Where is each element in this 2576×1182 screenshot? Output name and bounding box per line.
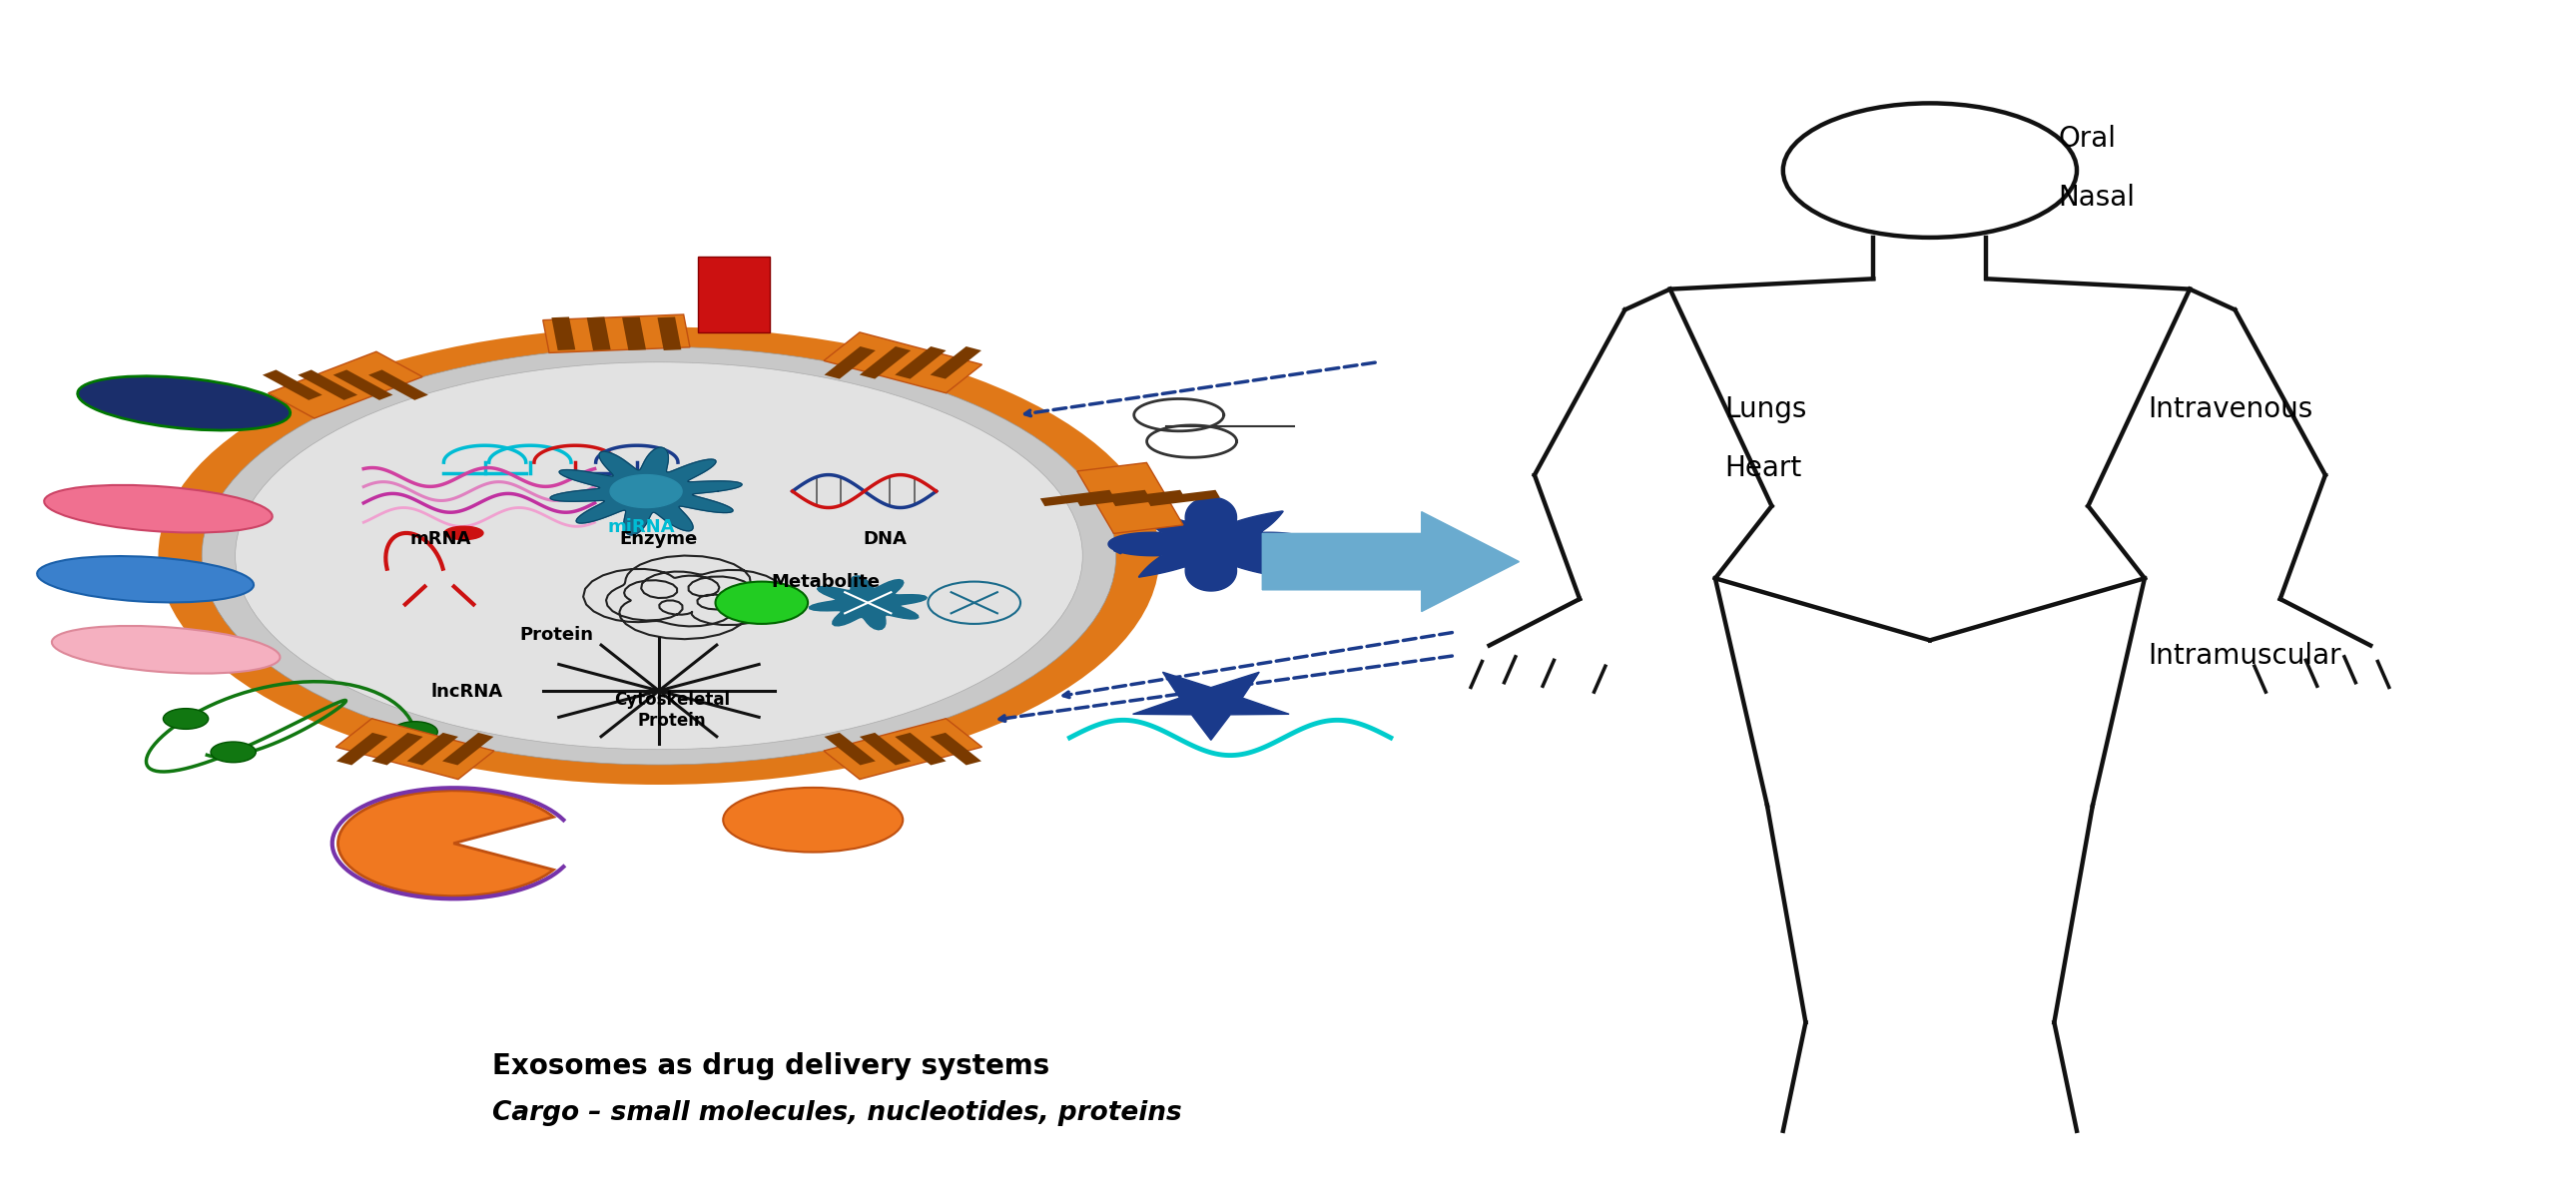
Ellipse shape <box>36 556 252 603</box>
Bar <box>551 317 574 350</box>
Bar <box>894 346 945 379</box>
Ellipse shape <box>44 485 273 533</box>
Wedge shape <box>337 791 554 896</box>
Text: Protein: Protein <box>520 626 592 644</box>
Bar <box>587 317 611 350</box>
Bar <box>824 332 981 394</box>
FancyArrow shape <box>1262 512 1520 611</box>
Bar <box>1077 489 1149 506</box>
Polygon shape <box>809 576 927 630</box>
Text: Cytoskeletal
Protein: Cytoskeletal Protein <box>613 690 729 729</box>
Bar <box>335 719 495 779</box>
Circle shape <box>211 742 255 762</box>
Bar <box>544 314 690 352</box>
Text: Metabolite: Metabolite <box>770 573 881 591</box>
Circle shape <box>162 708 209 729</box>
Text: Oral: Oral <box>2058 125 2117 154</box>
Ellipse shape <box>724 787 902 852</box>
Text: miRNA: miRNA <box>608 518 675 537</box>
Text: lncRNA: lncRNA <box>430 682 502 701</box>
Bar <box>332 370 394 401</box>
Bar <box>930 733 981 765</box>
Text: DNA: DNA <box>863 530 907 548</box>
Bar <box>860 346 912 379</box>
Bar <box>824 733 876 765</box>
Circle shape <box>201 346 1115 765</box>
Polygon shape <box>611 475 683 507</box>
Text: Enzyme: Enzyme <box>621 530 698 548</box>
Bar <box>1110 489 1185 506</box>
Circle shape <box>716 582 809 624</box>
Bar <box>894 733 945 765</box>
Bar <box>268 351 422 418</box>
Text: Lungs: Lungs <box>1723 395 1806 423</box>
Bar <box>407 733 459 765</box>
Text: Exosomes as drug delivery systems: Exosomes as drug delivery systems <box>492 1052 1048 1080</box>
Ellipse shape <box>52 626 281 674</box>
Text: Heart: Heart <box>1723 454 1801 482</box>
Bar <box>371 733 422 765</box>
Bar <box>860 733 912 765</box>
Bar <box>824 346 876 379</box>
Bar <box>443 733 495 765</box>
Bar <box>1041 489 1115 506</box>
Circle shape <box>234 362 1082 749</box>
Bar <box>337 733 386 765</box>
Circle shape <box>392 721 438 742</box>
Polygon shape <box>1133 673 1288 740</box>
Ellipse shape <box>77 376 291 430</box>
Bar <box>698 256 770 333</box>
Polygon shape <box>551 448 742 535</box>
Text: Intramuscular: Intramuscular <box>2148 642 2342 669</box>
Bar <box>263 370 322 401</box>
Bar <box>368 370 428 401</box>
Polygon shape <box>446 526 484 540</box>
Bar <box>299 370 358 401</box>
Bar <box>1146 489 1221 506</box>
Circle shape <box>157 327 1159 785</box>
Text: Nasal: Nasal <box>2058 184 2136 212</box>
Bar <box>657 317 680 350</box>
Bar <box>1077 462 1182 533</box>
Polygon shape <box>1108 498 1314 591</box>
Text: Cargo – small molecules, nucleotides, proteins: Cargo – small molecules, nucleotides, pr… <box>492 1100 1182 1126</box>
Bar <box>824 719 981 779</box>
Text: Intravenous: Intravenous <box>2148 395 2313 423</box>
Text: mRNA: mRNA <box>410 530 471 548</box>
Bar <box>623 317 647 350</box>
Bar <box>930 346 981 379</box>
